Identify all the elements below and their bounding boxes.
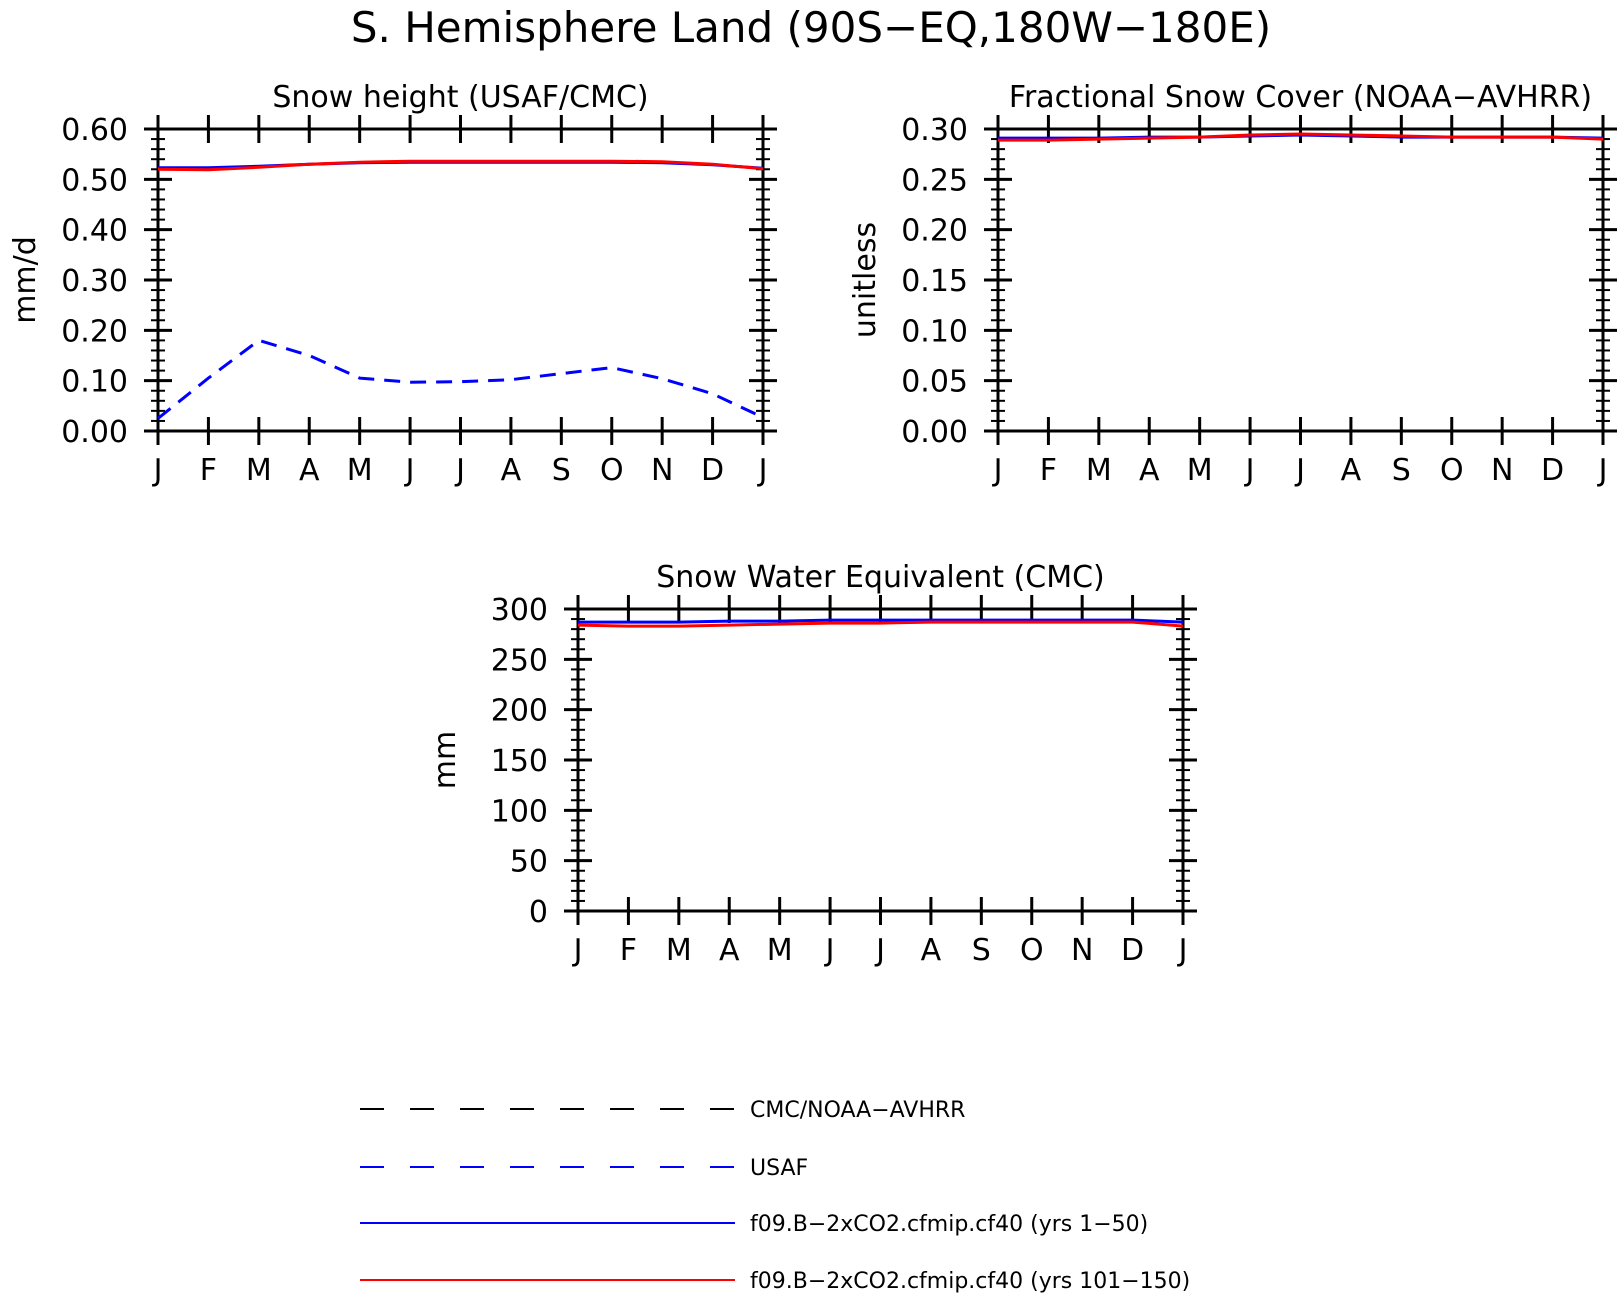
- y-axis-label: unitless: [848, 222, 883, 338]
- x-tick-label: D: [1121, 933, 1144, 968]
- x-tick-label: A: [719, 933, 740, 968]
- y-axis-label: mm: [428, 731, 463, 789]
- chart-title: Fractional Snow Cover (NOAA−AVHRR): [1009, 80, 1592, 115]
- figure-title: S. Hemisphere Land (90S−EQ,180W−180E): [351, 3, 1271, 52]
- x-tick-label: M: [1187, 453, 1213, 488]
- x-tick-label: O: [1440, 453, 1464, 488]
- legend-label: CMC/NOAA−AVHRR: [750, 1098, 965, 1123]
- y-axis-label: mm/d: [8, 236, 43, 324]
- series-line-2: [998, 132, 1604, 142]
- series-line-2: [577, 620, 1184, 628]
- y-tick-label: 0.00: [61, 415, 128, 450]
- chart-title: Snow height (USAF/CMC): [272, 80, 648, 115]
- y-tick-label: 0.20: [61, 314, 128, 349]
- legend-label: f09.B−2xCO2.cfmip.cf40 (yrs 101−150): [750, 1269, 1190, 1294]
- x-tick-label: N: [1491, 453, 1513, 488]
- x-tick-label: N: [651, 453, 673, 488]
- legend: CMC/NOAA−AVHRR USAF f09.B−2xCO2.cfmip.cf40…: [360, 1098, 1190, 1294]
- y-tick-label: 150: [491, 744, 548, 779]
- x-tick-label: A: [1341, 453, 1362, 488]
- legend-label: USAF: [750, 1156, 808, 1181]
- x-tick-label: J: [992, 453, 1003, 488]
- y-tick-label: 300: [491, 593, 548, 628]
- y-tick-label: 0.15: [901, 264, 968, 299]
- legend-label: f09.B−2xCO2.cfmip.cf40 (yrs 1−50): [750, 1212, 1148, 1237]
- y-tick-label: 0.25: [901, 163, 968, 198]
- x-tick-label: M: [347, 453, 373, 488]
- x-tick-label: J: [404, 453, 415, 488]
- y-tick-label: 100: [491, 794, 548, 829]
- x-tick-label: N: [1071, 933, 1093, 968]
- x-tick-label: A: [1139, 453, 1160, 488]
- chart-panels: Snow height (USAF/CMC) mm/d 0.00 0.10 0.20 0.…: [8, 80, 1617, 968]
- x-tick-label: F: [620, 933, 637, 968]
- y-tick-label: 0: [529, 895, 548, 930]
- chart-panel-2: Fractional Snow Cover (NOAA−AVHRR) unitle…: [848, 80, 1617, 488]
- x-tick-label: S: [552, 453, 571, 488]
- x-tick-label: M: [767, 933, 793, 968]
- y-tick-label: 0.30: [61, 264, 128, 299]
- x-tick-label: A: [299, 453, 320, 488]
- chart-title: Snow Water Equivalent (CMC): [656, 560, 1104, 595]
- y-tick-label: 0.05: [901, 365, 968, 400]
- x-tick-label: D: [1541, 453, 1564, 488]
- x-tick-label: J: [1294, 453, 1305, 488]
- x-tick-label: J: [1597, 453, 1608, 488]
- plot-frame: [576, 607, 1185, 913]
- x-tick-label: M: [246, 453, 272, 488]
- x-tick-label: J: [824, 933, 835, 968]
- x-tick-label: J: [152, 453, 163, 488]
- series-line-1: [578, 618, 1184, 624]
- plot-frame: [996, 127, 1605, 433]
- x-tick-label: F: [200, 453, 217, 488]
- x-tick-label: O: [1020, 933, 1044, 968]
- y-tick-label: 0.20: [901, 214, 968, 249]
- y-tick-label: 0.10: [901, 314, 968, 349]
- series-line-1: [157, 338, 764, 420]
- x-tick-label: A: [501, 453, 522, 488]
- y-tick-label: 0.40: [61, 214, 128, 249]
- x-tick-label: S: [1392, 453, 1411, 488]
- x-tick-label: O: [600, 453, 624, 488]
- y-tick-label: 200: [491, 694, 548, 729]
- y-tick-label: 250: [491, 643, 548, 678]
- x-tick-label: J: [757, 453, 768, 488]
- x-tick-label: M: [666, 933, 692, 968]
- x-tick-label: J: [454, 453, 465, 488]
- x-tick-label: J: [1177, 933, 1188, 968]
- x-tick-label: A: [921, 933, 942, 968]
- x-tick-label: D: [701, 453, 724, 488]
- plot-frame: [156, 127, 765, 433]
- y-tick-label: 0.00: [901, 415, 968, 450]
- x-tick-label: J: [1244, 453, 1255, 488]
- x-tick-label: J: [572, 933, 583, 968]
- legend-item: f09.B−2xCO2.cfmip.cf40 (yrs 1−50): [360, 1212, 1148, 1237]
- x-tick-label: F: [1040, 453, 1057, 488]
- chart-panel-3: Snow Water Equivalent (CMC) mm 0 50 100 150 20…: [428, 560, 1197, 968]
- series-line-3: [157, 159, 764, 172]
- legend-item: f09.B−2xCO2.cfmip.cf40 (yrs 101−150): [360, 1269, 1190, 1294]
- chart-panel-1: Snow height (USAF/CMC) mm/d 0.00 0.10 0.20 0.…: [8, 80, 777, 488]
- y-tick-label: 0.10: [61, 365, 128, 400]
- legend-item: USAF: [360, 1156, 808, 1181]
- x-tick-label: S: [972, 933, 991, 968]
- x-tick-label: M: [1086, 453, 1112, 488]
- y-tick-label: 0.30: [901, 113, 968, 148]
- y-tick-label: 0.50: [61, 163, 128, 198]
- y-tick-label: 50: [510, 845, 548, 880]
- legend-item: CMC/NOAA−AVHRR: [360, 1098, 965, 1123]
- y-tick-label: 0.60: [61, 113, 128, 148]
- x-tick-label: J: [874, 933, 885, 968]
